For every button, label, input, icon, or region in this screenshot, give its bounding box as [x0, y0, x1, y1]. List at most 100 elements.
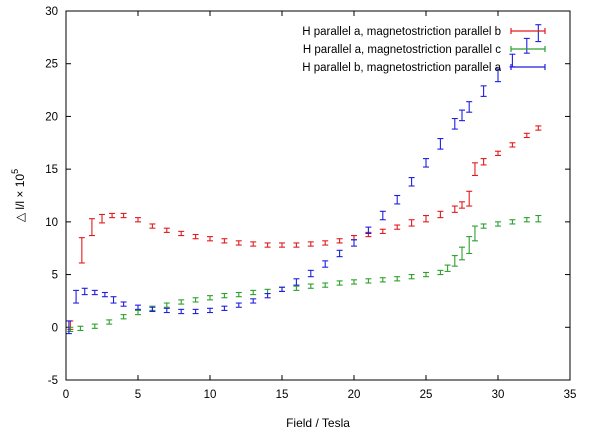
x-tick-label: 20	[348, 389, 361, 401]
series-2	[67, 214, 542, 333]
data-point	[178, 230, 185, 237]
data-point	[81, 287, 88, 296]
data-point	[495, 68, 501, 83]
data-point	[336, 249, 343, 258]
data-point	[437, 269, 444, 276]
data-point	[379, 210, 386, 221]
data-point	[437, 138, 444, 150]
legend-label: H parallel b, magnetostriction parallel …	[302, 62, 501, 74]
data-point	[250, 289, 257, 296]
data-point	[322, 260, 329, 268]
data-point	[77, 325, 84, 331]
legend-item: H parallel a, magnetostriction parallel …	[302, 26, 546, 38]
series-3	[65, 24, 542, 335]
legend-swatch	[510, 64, 546, 70]
legend-label: H parallel a, magnetostriction parallel …	[303, 44, 501, 56]
svg-text:△ l/l × 105: △ l/l × 105	[10, 169, 27, 222]
y-tick-label: 5	[52, 270, 58, 282]
data-point	[91, 323, 98, 329]
data-point	[423, 271, 429, 278]
data-point	[466, 101, 473, 113]
y-tick-label: 30	[45, 6, 58, 18]
data-point	[459, 246, 465, 261]
legend: H parallel a, magnetostriction parallel …	[302, 26, 546, 74]
data-point	[394, 276, 401, 282]
data-point	[149, 223, 156, 229]
data-point	[322, 240, 329, 246]
data-point	[293, 278, 300, 286]
data-point	[509, 142, 516, 148]
data-point	[279, 242, 285, 248]
x-tick-label: 10	[204, 389, 217, 401]
x-tick-labels: 0 5 10 15 20 25 30 35	[63, 389, 577, 401]
data-point	[99, 213, 105, 224]
data-point	[235, 240, 242, 246]
data-point	[221, 305, 228, 311]
data-point	[480, 85, 487, 97]
data-point	[192, 233, 199, 240]
data-point	[293, 285, 300, 291]
data-point	[207, 295, 213, 301]
data-point	[423, 158, 429, 168]
data-point	[221, 292, 228, 299]
data-point	[264, 242, 271, 248]
data-point	[336, 280, 343, 286]
data-point	[163, 227, 170, 233]
data-point	[135, 304, 141, 310]
data-point	[509, 53, 516, 68]
data-point	[67, 326, 74, 333]
legend-label: H parallel a, magnetostriction parallel …	[302, 26, 501, 38]
y-tick-label: 15	[45, 164, 58, 176]
data-point	[535, 125, 542, 131]
data-point	[135, 309, 141, 316]
data-point	[101, 291, 108, 298]
data-point	[250, 298, 257, 304]
data-point	[307, 269, 314, 278]
y-tick-label: 10	[45, 217, 58, 229]
data-point	[221, 238, 228, 244]
data-point	[207, 307, 213, 314]
data-point	[535, 214, 542, 223]
data-point	[307, 283, 314, 289]
data-point	[423, 214, 429, 223]
data-point	[207, 236, 213, 242]
x-tick-label: 0	[63, 389, 69, 401]
data-point	[459, 201, 465, 209]
data-point	[351, 235, 357, 241]
data-point	[351, 239, 357, 247]
legend-swatch	[510, 28, 546, 34]
x-axis-label: Field / Tesla	[286, 416, 350, 430]
y-tick-label: 25	[45, 59, 58, 71]
data-point	[437, 210, 444, 219]
data-point	[88, 218, 95, 237]
plot-frame	[65, 10, 571, 381]
data-point	[235, 291, 242, 298]
data-point	[73, 289, 80, 304]
data-point	[459, 109, 465, 122]
data-point	[466, 236, 473, 255]
data-point	[322, 282, 329, 288]
data-point	[250, 241, 257, 247]
data-point	[65, 320, 72, 335]
x-tick-label: 15	[276, 389, 289, 401]
data-point	[523, 217, 530, 223]
data-point	[264, 288, 271, 295]
data-point	[78, 237, 85, 264]
data-point	[379, 277, 386, 283]
data-point	[471, 162, 478, 177]
data-point	[149, 306, 156, 313]
data-point	[163, 302, 170, 308]
x-tick-label: 25	[420, 389, 433, 401]
data-point	[451, 117, 458, 130]
y-tick-label: -5	[48, 375, 58, 387]
series-1	[67, 125, 542, 330]
data-point	[351, 279, 357, 285]
legend-item: H parallel a, magnetostriction parallel …	[303, 44, 546, 56]
data-point	[110, 296, 117, 304]
data-point	[495, 150, 501, 156]
y-axis-label: △ l/l × 105	[10, 169, 27, 222]
data-point	[451, 205, 458, 213]
data-point	[509, 219, 516, 225]
data-point	[394, 194, 401, 205]
data-point	[264, 292, 271, 299]
